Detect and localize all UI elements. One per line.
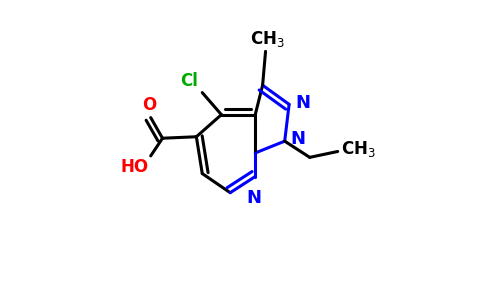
- Text: N: N: [290, 130, 305, 148]
- Text: Cl: Cl: [180, 72, 198, 90]
- Text: CH$_3$: CH$_3$: [341, 139, 376, 159]
- Text: O: O: [142, 96, 156, 114]
- Text: N: N: [246, 189, 261, 207]
- Text: HO: HO: [120, 158, 149, 176]
- Text: N: N: [295, 94, 310, 112]
- Text: CH$_3$: CH$_3$: [250, 29, 285, 49]
